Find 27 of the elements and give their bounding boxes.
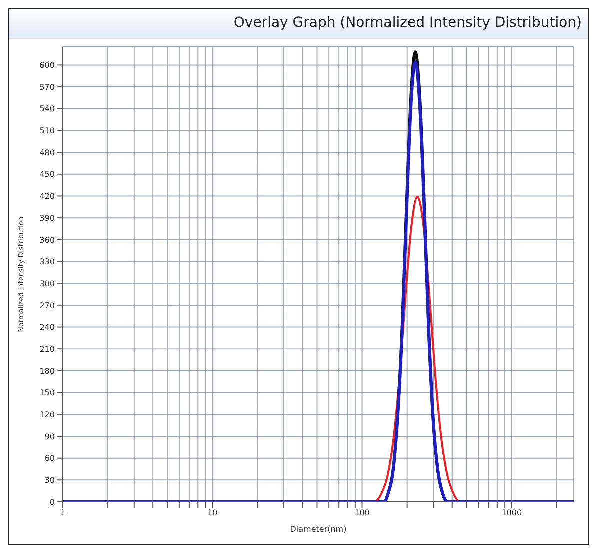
x-axis-title: Diameter(nm)	[290, 525, 347, 534]
y-tick-label: 30	[44, 476, 55, 485]
y-tick-label: 90	[44, 432, 55, 442]
y-tick-label: 330	[40, 258, 55, 267]
y-tick-label: 0	[50, 498, 55, 507]
x-tick-label: 10	[208, 508, 218, 518]
y-tick-label: 360	[40, 236, 55, 245]
y-tick-label: 480	[40, 148, 55, 158]
x-tick-label: 100	[354, 508, 370, 518]
chart-title: Overlay Graph (Normalized Intensity Distribution)	[9, 9, 588, 39]
y-tick-label: 600	[40, 61, 55, 70]
y-tick-label: 150	[40, 388, 55, 398]
y-tick-label: 210	[40, 344, 55, 354]
y-tick-label: 390	[40, 214, 55, 223]
x-tick-label: 1000	[502, 508, 522, 518]
y-tick-label: 240	[40, 323, 55, 332]
y-tick-label: 270	[40, 301, 55, 310]
x-tick-label: 1	[60, 508, 66, 518]
y-tick-label: 540	[40, 104, 55, 114]
y-tick-label: 180	[40, 366, 55, 376]
y-tick-label: 510	[40, 126, 55, 136]
y-tick-label: 60	[44, 454, 55, 464]
y-tick-label: 120	[40, 410, 55, 420]
y-tick-label: 300	[40, 279, 55, 288]
y-tick-label: 420	[40, 192, 55, 202]
y-tick-label: 450	[40, 170, 55, 180]
y-tick-label: 570	[40, 82, 55, 92]
